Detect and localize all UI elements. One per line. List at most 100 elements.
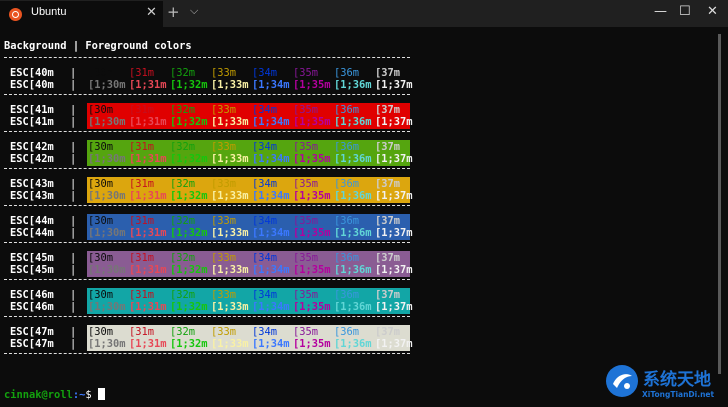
foreground-sample: [1;34m: [252, 227, 290, 239]
foreground-sample: [1;36m: [334, 116, 372, 128]
foreground-sample: [1;32m: [170, 301, 208, 313]
foreground-sample: [1;37m: [375, 301, 413, 313]
foreground-sample: [1;37m: [375, 264, 413, 276]
color-row-block: ESC[46m | [30m [31m [32m [33m [34m [35m [36m [37m…: [4, 288, 413, 314]
terminal-output[interactable]: Background | Foreground colors ESC[40m | […: [4, 38, 413, 368]
foreground-sample: [32m: [170, 289, 196, 301]
foreground-sample: [36m: [334, 252, 360, 264]
foreground-sample: [1;34m: [252, 190, 290, 202]
chevron-down-icon[interactable]: ⌵: [190, 4, 199, 17]
foreground-sample: [34m: [252, 104, 278, 116]
foreground-sample: [34m: [252, 326, 278, 338]
column-divider: |: [70, 104, 77, 116]
foreground-sample: [33m: [211, 141, 237, 153]
foreground-sample: [1;34m: [252, 338, 290, 350]
column-divider: |: [70, 79, 77, 91]
column-divider: |: [70, 116, 77, 128]
background-code-label: ESC[46m: [10, 301, 54, 313]
background-swatch: [87, 325, 410, 351]
foreground-sample: [1;33m: [211, 153, 249, 165]
foreground-sample: [1;36m: [334, 79, 372, 91]
column-divider: |: [70, 326, 77, 338]
foreground-sample: [35m: [293, 252, 319, 264]
ubuntu-icon: [9, 8, 22, 21]
foreground-sample: [1;31m: [129, 116, 167, 128]
foreground-sample: [1;32m: [170, 116, 208, 128]
foreground-sample: [1;34m: [252, 116, 290, 128]
column-divider: |: [70, 190, 77, 202]
foreground-sample: [34m: [252, 252, 278, 264]
foreground-sample: [36m: [334, 141, 360, 153]
foreground-sample: [30m: [88, 67, 114, 79]
foreground-sample: [31m: [129, 289, 155, 301]
foreground-sample: [33m: [211, 252, 237, 264]
color-row-block: ESC[41m | [30m [31m [32m [33m [34m [35m [36m [37m…: [4, 103, 413, 129]
background-code-label: ESC[42m: [10, 153, 54, 165]
foreground-sample: [33m: [211, 104, 237, 116]
foreground-sample: [34m: [252, 67, 278, 79]
foreground-sample: [33m: [211, 178, 237, 190]
foreground-sample: [1;35m: [293, 153, 331, 165]
column-divider: |: [70, 215, 77, 227]
background-swatch: [87, 103, 410, 129]
column-divider: |: [70, 252, 77, 264]
foreground-sample: [1;33m: [211, 301, 249, 313]
foreground-sample: [34m: [252, 141, 278, 153]
foreground-sample: [34m: [252, 215, 278, 227]
separator-line: [4, 57, 410, 58]
foreground-sample: [1;36m: [334, 190, 372, 202]
color-row-block: ESC[40m | [30m [31m [32m [33m [34m [35m [36m [37m…: [4, 66, 413, 92]
column-divider: |: [70, 301, 77, 313]
minimize-button[interactable]: —: [654, 4, 667, 19]
foreground-sample: [1;33m: [211, 338, 249, 350]
foreground-sample: [1;32m: [170, 79, 208, 91]
foreground-sample: [33m: [211, 67, 237, 79]
shell-prompt[interactable]: cinnak@roll:~$: [4, 388, 105, 401]
background-code-label: ESC[47m: [10, 338, 54, 350]
foreground-sample: [30m: [88, 141, 114, 153]
foreground-sample: [31m: [129, 215, 155, 227]
foreground-sample: [1;31m: [129, 190, 167, 202]
close-tab-icon[interactable]: ✕: [146, 5, 157, 20]
foreground-sample: [37m: [375, 215, 401, 227]
color-row-block: ESC[43m | [30m [31m [32m [33m [34m [35m [36m [37m…: [4, 177, 413, 203]
separator-line: [4, 316, 410, 317]
foreground-sample: [1;35m: [293, 301, 331, 313]
foreground-sample: [35m: [293, 215, 319, 227]
prompt-path: :~: [72, 389, 86, 401]
foreground-sample: [35m: [293, 178, 319, 190]
foreground-sample: [1;32m: [170, 227, 208, 239]
prompt-user-host: cinnak@roll: [4, 389, 73, 401]
separator-line: [4, 131, 410, 132]
foreground-sample: [1;37m: [375, 79, 413, 91]
maximize-button[interactable]: ☐: [679, 4, 691, 19]
foreground-sample: [32m: [170, 141, 196, 153]
foreground-sample: [1;31m: [129, 264, 167, 276]
watermark-mark-icon: [606, 365, 638, 397]
background-code-label: ESC[43m: [10, 190, 54, 202]
tab-ubuntu[interactable]: Ubuntu ✕: [0, 1, 163, 27]
foreground-sample: [1;33m: [211, 264, 249, 276]
foreground-sample: [1;31m: [129, 227, 167, 239]
foreground-sample: [1;32m: [170, 264, 208, 276]
close-window-button[interactable]: ✕: [707, 4, 718, 19]
foreground-sample: [1;32m: [170, 153, 208, 165]
column-divider: |: [70, 141, 77, 153]
foreground-sample: [1;37m: [375, 153, 413, 165]
foreground-sample: [37m: [375, 178, 401, 190]
color-row-block: ESC[47m | [30m [31m [32m [33m [34m [35m [36m [37m…: [4, 325, 413, 351]
background-swatch: [87, 66, 410, 92]
color-table-header: Background | Foreground colors: [4, 40, 192, 52]
color-row-block: ESC[42m | [30m [31m [32m [33m [34m [35m [36m [37m…: [4, 140, 413, 166]
foreground-sample: [30m: [88, 326, 114, 338]
foreground-sample: [37m: [375, 252, 401, 264]
background-code-label: ESC[40m: [10, 79, 54, 91]
foreground-sample: [36m: [334, 289, 360, 301]
foreground-sample: [1;35m: [293, 116, 331, 128]
background-code-label: ESC[44m: [10, 215, 54, 227]
foreground-sample: [1;30m: [88, 116, 126, 128]
background-code-label: ESC[40m: [10, 67, 54, 79]
background-code-label: ESC[45m: [10, 252, 54, 264]
new-tab-button[interactable]: +: [167, 3, 180, 21]
scrollbar[interactable]: [718, 34, 721, 374]
